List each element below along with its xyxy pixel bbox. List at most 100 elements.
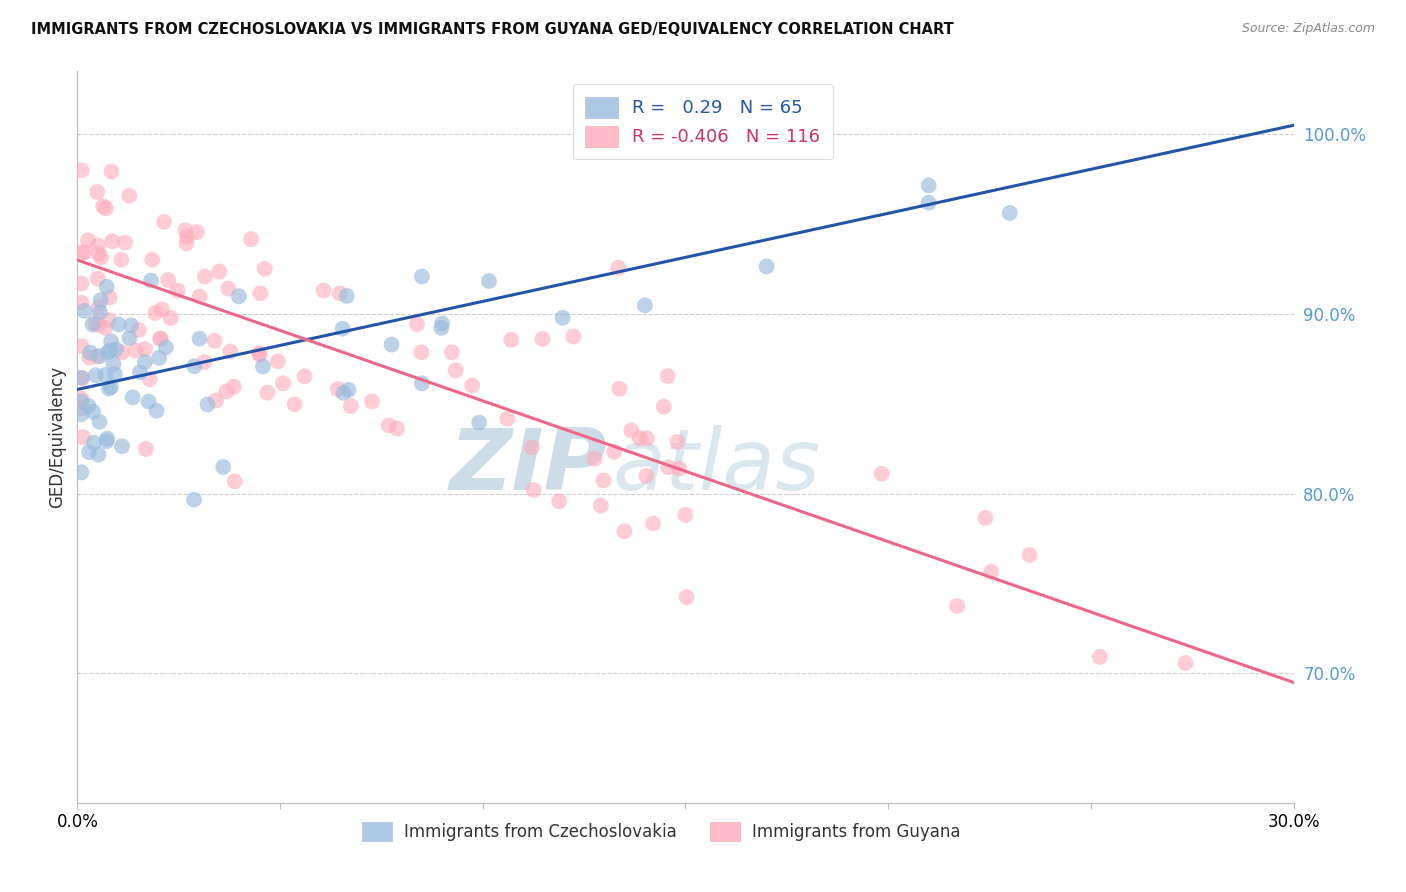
Point — [77, 445, 100, 459]
Point — [1018, 548, 1040, 562]
Point — [208, 264, 231, 278]
Point — [111, 345, 134, 359]
Point — [329, 286, 352, 301]
Point — [461, 378, 484, 392]
Point — [267, 354, 290, 368]
Point — [86, 185, 108, 199]
Point — [946, 599, 969, 613]
Point — [118, 189, 141, 203]
Point — [252, 359, 274, 374]
Point — [253, 261, 276, 276]
Point — [918, 178, 941, 193]
Point — [1174, 656, 1197, 670]
Point — [589, 499, 612, 513]
Point — [148, 351, 170, 365]
Point — [332, 321, 354, 335]
Point — [94, 368, 117, 382]
Point — [673, 508, 696, 522]
Point — [128, 365, 150, 379]
Point — [100, 334, 122, 349]
Text: atlas: atlas — [613, 425, 821, 508]
Point — [406, 317, 429, 331]
Point — [188, 332, 211, 346]
Point — [89, 349, 111, 363]
Point — [657, 460, 679, 475]
Point — [77, 233, 100, 247]
Point — [337, 383, 360, 397]
Point — [153, 215, 176, 229]
Point — [548, 494, 571, 508]
Point — [336, 289, 359, 303]
Point — [609, 382, 631, 396]
Point — [204, 334, 226, 348]
Point — [247, 346, 270, 360]
Point — [870, 467, 893, 481]
Text: IMMIGRANTS FROM CZECHOSLOVAKIA VS IMMIGRANTS FROM GUYANA GED/EQUIVALENCY CORRELA: IMMIGRANTS FROM CZECHOSLOVAKIA VS IMMIGR… — [31, 22, 953, 37]
Point — [149, 332, 172, 346]
Point — [70, 295, 93, 310]
Point — [90, 251, 112, 265]
Point — [501, 333, 523, 347]
Point — [110, 252, 132, 267]
Point — [430, 321, 453, 335]
Point — [643, 516, 665, 531]
Point — [70, 408, 93, 422]
Point — [381, 337, 404, 351]
Point — [104, 367, 127, 381]
Point — [86, 350, 108, 364]
Point — [89, 415, 111, 429]
Point — [918, 195, 941, 210]
Point — [124, 343, 146, 358]
Point — [378, 418, 401, 433]
Point — [217, 282, 239, 296]
Point — [271, 376, 294, 391]
Point — [87, 448, 110, 462]
Point — [91, 199, 114, 213]
Point — [138, 394, 160, 409]
Point — [666, 434, 689, 449]
Point — [166, 284, 188, 298]
Point — [87, 238, 110, 252]
Point — [72, 430, 94, 444]
Point — [73, 245, 96, 260]
Point — [755, 260, 778, 274]
Point — [87, 271, 110, 285]
Point — [224, 475, 246, 489]
Point — [603, 445, 626, 459]
Point — [249, 286, 271, 301]
Point — [974, 511, 997, 525]
Point — [634, 298, 657, 312]
Text: ZIP: ZIP — [449, 425, 606, 508]
Point — [176, 236, 198, 251]
Point — [79, 345, 101, 359]
Point — [107, 318, 129, 332]
Point — [531, 332, 554, 346]
Point — [411, 269, 433, 284]
Point — [613, 524, 636, 539]
Point — [139, 274, 162, 288]
Point — [361, 394, 384, 409]
Point — [114, 235, 136, 250]
Point — [96, 279, 118, 293]
Point — [176, 229, 198, 244]
Point — [478, 274, 501, 288]
Point — [228, 289, 250, 303]
Point — [97, 382, 120, 396]
Point — [628, 431, 651, 445]
Point — [284, 397, 307, 411]
Point — [1088, 649, 1111, 664]
Point — [620, 424, 643, 438]
Point — [87, 300, 110, 314]
Point — [141, 252, 163, 267]
Point — [149, 332, 172, 346]
Point — [675, 591, 697, 605]
Point — [652, 400, 675, 414]
Point — [98, 343, 121, 358]
Text: Source: ZipAtlas.com: Source: ZipAtlas.com — [1241, 22, 1375, 36]
Point — [215, 384, 238, 399]
Point — [468, 416, 491, 430]
Point — [100, 380, 122, 394]
Point — [89, 305, 111, 319]
Point — [183, 492, 205, 507]
Point — [430, 317, 453, 331]
